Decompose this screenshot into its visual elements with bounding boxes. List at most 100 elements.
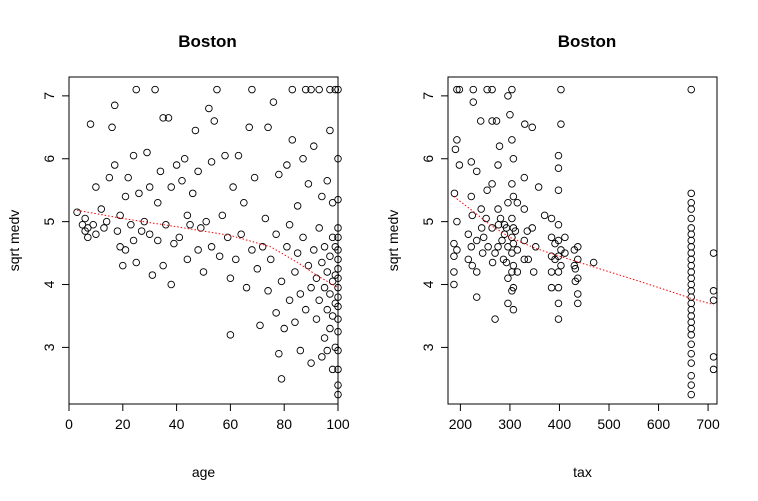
x-axis: 200 300 400 500 600 700 [449,404,720,432]
data-point [304,261,313,270]
data-point [528,224,536,232]
data-point [186,221,194,229]
data-point [561,249,569,257]
data-point [520,173,529,182]
data-point [334,302,342,311]
data-point [488,117,496,125]
data-point [479,233,488,242]
data-point [172,161,181,169]
data-point [529,268,538,276]
data-point [540,211,549,220]
data-point [464,230,473,238]
data-point [334,224,342,232]
x-tick-label: 700 [696,416,720,432]
data-point [687,381,695,389]
data-point [312,274,321,282]
data-point [272,230,280,238]
x-tick-label: 500 [597,416,621,432]
data-point [285,296,294,304]
y-tick-label: 4 [420,280,436,288]
data-point [520,255,529,264]
data-point [494,243,502,251]
data-point [296,290,305,298]
data-point [145,183,154,191]
data-point [509,239,518,248]
data-point [453,217,461,226]
data-point [178,177,186,185]
data-point [237,230,245,238]
data-point [687,287,695,295]
plot-title: Boston [178,32,237,51]
data-point [687,224,695,232]
data-point [124,173,132,182]
data-point [557,85,565,94]
data-point [194,246,202,254]
x-tick-label: 400 [548,416,572,432]
data-point [491,249,499,257]
data-point [334,233,342,242]
data-point [188,189,197,198]
data-point [504,274,512,282]
data-point [520,236,529,245]
data-point [574,243,582,251]
data-point [296,346,305,355]
data-point [84,233,92,242]
y-axis-label: sqrt medv [6,210,22,271]
data-point [156,167,165,176]
data-point [334,246,342,254]
data-point [453,246,461,254]
data-point [488,258,497,267]
data-point [159,114,167,122]
data-point [334,154,342,163]
data-point [554,283,563,292]
x-axis: 0 20 40 60 80 100 [65,404,350,432]
data-point [334,346,342,355]
y-tick-label: 6 [420,155,436,163]
data-point [547,283,556,292]
smoother-line [77,209,339,289]
data-point [561,233,569,242]
data-point [127,221,135,229]
data-point [687,199,695,207]
data-point [248,85,256,94]
data-point [315,224,323,232]
data-point [524,255,533,264]
data-point [301,305,310,314]
data-point [119,261,127,270]
data-point [92,183,100,191]
panel-tax: Boston 200 300 400 500 600 700 3 4 5 6 7 tax sqrt… [385,32,720,480]
data-point [334,255,342,264]
data-point [328,233,337,242]
data-point [261,214,270,223]
y-tick-label: 7 [41,92,57,100]
data-point [687,255,695,264]
points-layer [450,85,718,399]
data-point [105,173,114,182]
data-point [318,192,326,201]
x-tick-label: 200 [449,416,473,432]
data-point [226,274,235,282]
data-point [307,283,315,292]
y-tick-label: 4 [41,280,57,288]
data-point [331,85,340,94]
data-point [248,246,256,254]
data-point [687,189,695,198]
data-point [554,315,563,323]
data-point [513,268,522,276]
data-point [477,224,486,232]
data-point [557,261,565,270]
data-point [207,158,216,166]
data-point [199,268,208,276]
data-point [469,98,478,106]
data-point [148,271,157,279]
data-point [709,296,718,304]
data-point [315,296,323,304]
y-axis: 3 4 5 6 7 [41,92,69,351]
data-point [116,211,124,220]
data-point [574,255,582,264]
data-point [476,117,485,125]
data-point [450,280,458,289]
data-point [513,199,522,207]
data-point [183,211,192,220]
x-tick-label: 20 [115,416,131,432]
